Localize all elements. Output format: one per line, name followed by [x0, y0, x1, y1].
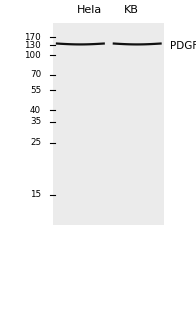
Text: 35: 35: [30, 117, 41, 126]
Text: 15: 15: [30, 190, 41, 199]
FancyBboxPatch shape: [53, 23, 164, 225]
Text: 170: 170: [24, 33, 41, 42]
Text: PDGFR-β: PDGFR-β: [170, 41, 196, 51]
Text: 130: 130: [24, 41, 41, 50]
Text: 100: 100: [24, 51, 41, 60]
Text: 40: 40: [30, 106, 41, 115]
Text: Hela: Hela: [77, 5, 102, 15]
Text: 25: 25: [30, 138, 41, 147]
Text: KB: KB: [124, 5, 139, 15]
Text: 70: 70: [30, 70, 41, 79]
Text: 55: 55: [30, 86, 41, 95]
